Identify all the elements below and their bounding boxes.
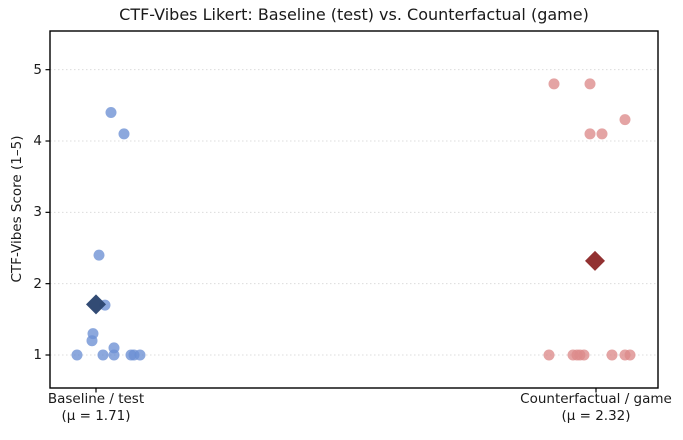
data-point-counterfactual: [624, 349, 636, 361]
data-point-counterfactual: [584, 78, 596, 90]
x-tick-label-baseline: Baseline / test (μ = 1.71): [0, 391, 216, 425]
data-point-counterfactual: [578, 349, 590, 361]
y-tick-label-3: 3: [33, 204, 42, 220]
data-point-counterfactual: [548, 78, 560, 90]
data-point-baseline: [97, 349, 109, 361]
data-point-baseline: [105, 107, 117, 118]
plot-frame: [49, 30, 659, 389]
data-point-counterfactual: [584, 128, 596, 140]
data-point-baseline: [134, 349, 146, 361]
data-point-baseline: [93, 249, 105, 261]
mean-marker-counterfactual: [585, 250, 605, 271]
data-point-counterfactual: [606, 349, 618, 361]
x-tick-label-baseline-name: Baseline / test: [47, 391, 145, 407]
x-tick-label-counterfactual: Counterfactual / game (μ = 2.32): [476, 391, 683, 425]
chart-title: CTF-Vibes Likert: Baseline (test) vs. Co…: [119, 5, 589, 24]
data-point-baseline: [108, 349, 120, 361]
x-tick-label-baseline-mu: (μ = 1.71): [61, 408, 131, 424]
data-point-counterfactual: [596, 128, 608, 140]
data-point-baseline: [86, 335, 98, 347]
y-tick-label-5: 5: [33, 62, 42, 78]
y-tick-label-2: 2: [33, 276, 42, 292]
y-tick-label-1: 1: [33, 347, 42, 363]
data-point-counterfactual: [619, 114, 631, 126]
data-point-baseline: [71, 349, 83, 361]
data-point-counterfactual: [543, 349, 555, 361]
y-tick-label-4: 4: [33, 133, 42, 149]
mean-marker-baseline: [86, 294, 106, 315]
x-tick-label-counterfactual-name: Counterfactual / game: [520, 391, 672, 407]
data-point-baseline: [118, 128, 130, 140]
x-tick-label-counterfactual-mu: (μ = 2.32): [561, 408, 631, 424]
